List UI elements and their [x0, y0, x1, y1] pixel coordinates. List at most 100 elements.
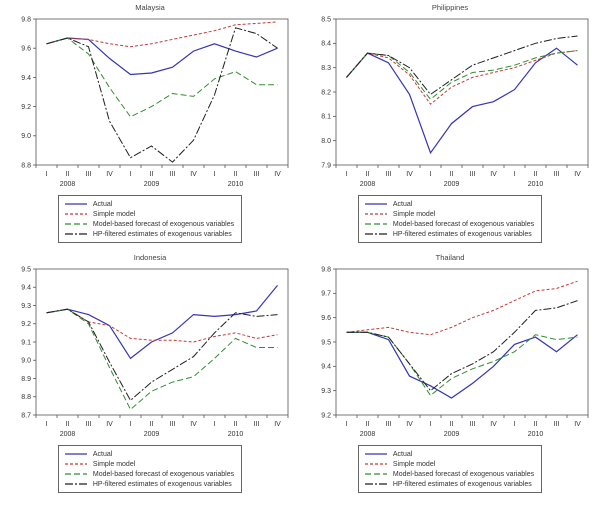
y-tick-label: 9.0: [21, 358, 31, 365]
x-year-label: 2010: [528, 181, 544, 188]
legend-line-sample: [64, 463, 87, 465]
x-quarter-label: IV: [274, 171, 281, 178]
x-quarter-label: II: [450, 421, 454, 428]
legend-item-label: HP-filtered estimates of exogenous varia…: [392, 230, 532, 238]
x-quarter-label: II: [366, 171, 370, 178]
x-quarter-label: II: [66, 421, 70, 428]
x-year-label: 2009: [144, 181, 160, 188]
y-tick-label: 8.9: [21, 376, 31, 383]
y-tick-label: 9.7: [321, 291, 331, 298]
y-tick-label: 8.7: [21, 412, 31, 419]
y-tick-label: 9.2: [21, 104, 31, 111]
legend-item-label: Simple model: [392, 460, 436, 468]
legend-row-hp-filtered: HP-filtered estimates of exogenous varia…: [64, 479, 234, 489]
series-line-actual: [46, 285, 278, 360]
x-quarter-label: IV: [574, 421, 581, 428]
x-quarter-label: IV: [190, 171, 197, 178]
series-line-simple-model: [46, 308, 278, 343]
legend-line-sample: [364, 213, 387, 215]
x-quarter-label: I: [346, 171, 348, 178]
y-tick-label: 9.1: [21, 339, 31, 346]
y-tick-label: 8.8: [21, 394, 31, 401]
y-tick-label: 8.1: [321, 114, 331, 121]
x-quarter-label: III: [386, 171, 392, 178]
series-line-model-based: [46, 37, 278, 118]
chart-plot: 8.78.88.99.09.19.29.39.49.5I II III IV I II II…: [21, 266, 289, 438]
legend-item-label: Simple model: [92, 210, 136, 218]
series-line-actual: [46, 37, 278, 76]
legend-item-label: Simple model: [392, 210, 436, 218]
legend-row-hp-filtered: HP-filtered estimates of exogenous varia…: [364, 479, 534, 489]
chart-plot: 9.29.39.49.59.69.79.8I II III IV I II III IV I II…: [321, 266, 589, 438]
x-quarter-label: IV: [406, 171, 413, 178]
x-year-label: 2010: [228, 431, 244, 438]
legend-line-sample: [364, 223, 387, 225]
legend-row-actual: Actual: [64, 449, 234, 459]
legend-line-sample: [64, 473, 87, 475]
legend-line-sample: [64, 223, 87, 225]
chart-plot: 7.98.08.18.28.38.48.5I II III IV I II III IV I II…: [321, 16, 589, 188]
x-quarter-label: III: [470, 421, 476, 428]
x-quarter-label: II: [534, 421, 538, 428]
chart-title: Indonesia: [133, 253, 167, 262]
x-quarter-label: II: [234, 171, 238, 178]
x-quarter-label: IV: [490, 171, 497, 178]
legend-row-model-based: Model-based forecast of exogenous variab…: [364, 219, 534, 229]
legend-line-sample: [64, 453, 87, 455]
legend-item-label: Simple model: [92, 460, 136, 468]
legend-row-model-based: Model-based forecast of exogenous variab…: [364, 469, 534, 479]
x-year-label: 2008: [60, 181, 76, 188]
legend-line-sample: [364, 233, 387, 235]
x-quarter-label: II: [66, 171, 70, 178]
x-quarter-label: II: [450, 171, 454, 178]
x-quarter-label: IV: [190, 421, 197, 428]
x-quarter-label: IV: [574, 171, 581, 178]
x-quarter-label: III: [386, 421, 392, 428]
y-tick-label: 8.5: [321, 16, 331, 23]
x-quarter-label: I: [130, 171, 132, 178]
chart-title: Malaysia: [135, 3, 165, 12]
x-quarter-label: I: [130, 421, 132, 428]
chart-legend: Actual Simple model Model-based forecast o…: [57, 445, 243, 493]
legend-line-sample: [64, 203, 87, 205]
x-year-label: 2008: [60, 431, 76, 438]
legend-row-simple-model: Simple model: [364, 459, 534, 469]
legend-item-label: Model-based forecast of exogenous variab…: [392, 220, 535, 228]
x-quarter-label: I: [514, 421, 516, 428]
x-quarter-label: I: [430, 421, 432, 428]
legend-row-simple-model: Simple model: [364, 209, 534, 219]
legend-line-sample: [64, 213, 87, 215]
y-tick-label: 9.4: [21, 75, 31, 82]
y-tick-label: 9.2: [321, 412, 331, 419]
x-year-label: 2009: [144, 431, 160, 438]
series-line-actual: [346, 331, 578, 399]
x-year-label: 2008: [360, 181, 376, 188]
x-quarter-label: I: [214, 171, 216, 178]
y-tick-label: 9.6: [321, 315, 331, 322]
x-quarter-label: III: [86, 171, 92, 178]
y-tick-label: 7.9: [321, 162, 331, 169]
legend-line-sample: [364, 463, 387, 465]
plot-frame: [335, 268, 589, 416]
chart-legend: Actual Simple model Model-based forecast o…: [357, 445, 543, 493]
legend-row-actual: Actual: [364, 449, 534, 459]
x-quarter-label: I: [514, 171, 516, 178]
x-quarter-label: IV: [106, 171, 113, 178]
x-quarter-label: III: [554, 421, 560, 428]
x-quarter-label: I: [214, 421, 216, 428]
y-tick-label: 9.3: [21, 303, 31, 310]
x-year-label: 2009: [444, 181, 460, 188]
x-quarter-label: IV: [274, 421, 281, 428]
y-tick-label: 9.2: [21, 321, 31, 328]
legend-line-sample: [364, 203, 387, 205]
series-line-simple-model: [346, 50, 578, 105]
y-tick-label: 8.2: [321, 89, 331, 96]
x-quarter-label: I: [46, 421, 48, 428]
legend-row-hp-filtered: HP-filtered estimates of exogenous varia…: [64, 229, 234, 239]
series-line-simple-model: [346, 280, 578, 336]
y-tick-label: 8.8: [21, 162, 31, 169]
legend-row-actual: Actual: [364, 199, 534, 209]
legend-row-actual: Actual: [64, 199, 234, 209]
plot-frame: [35, 268, 289, 416]
